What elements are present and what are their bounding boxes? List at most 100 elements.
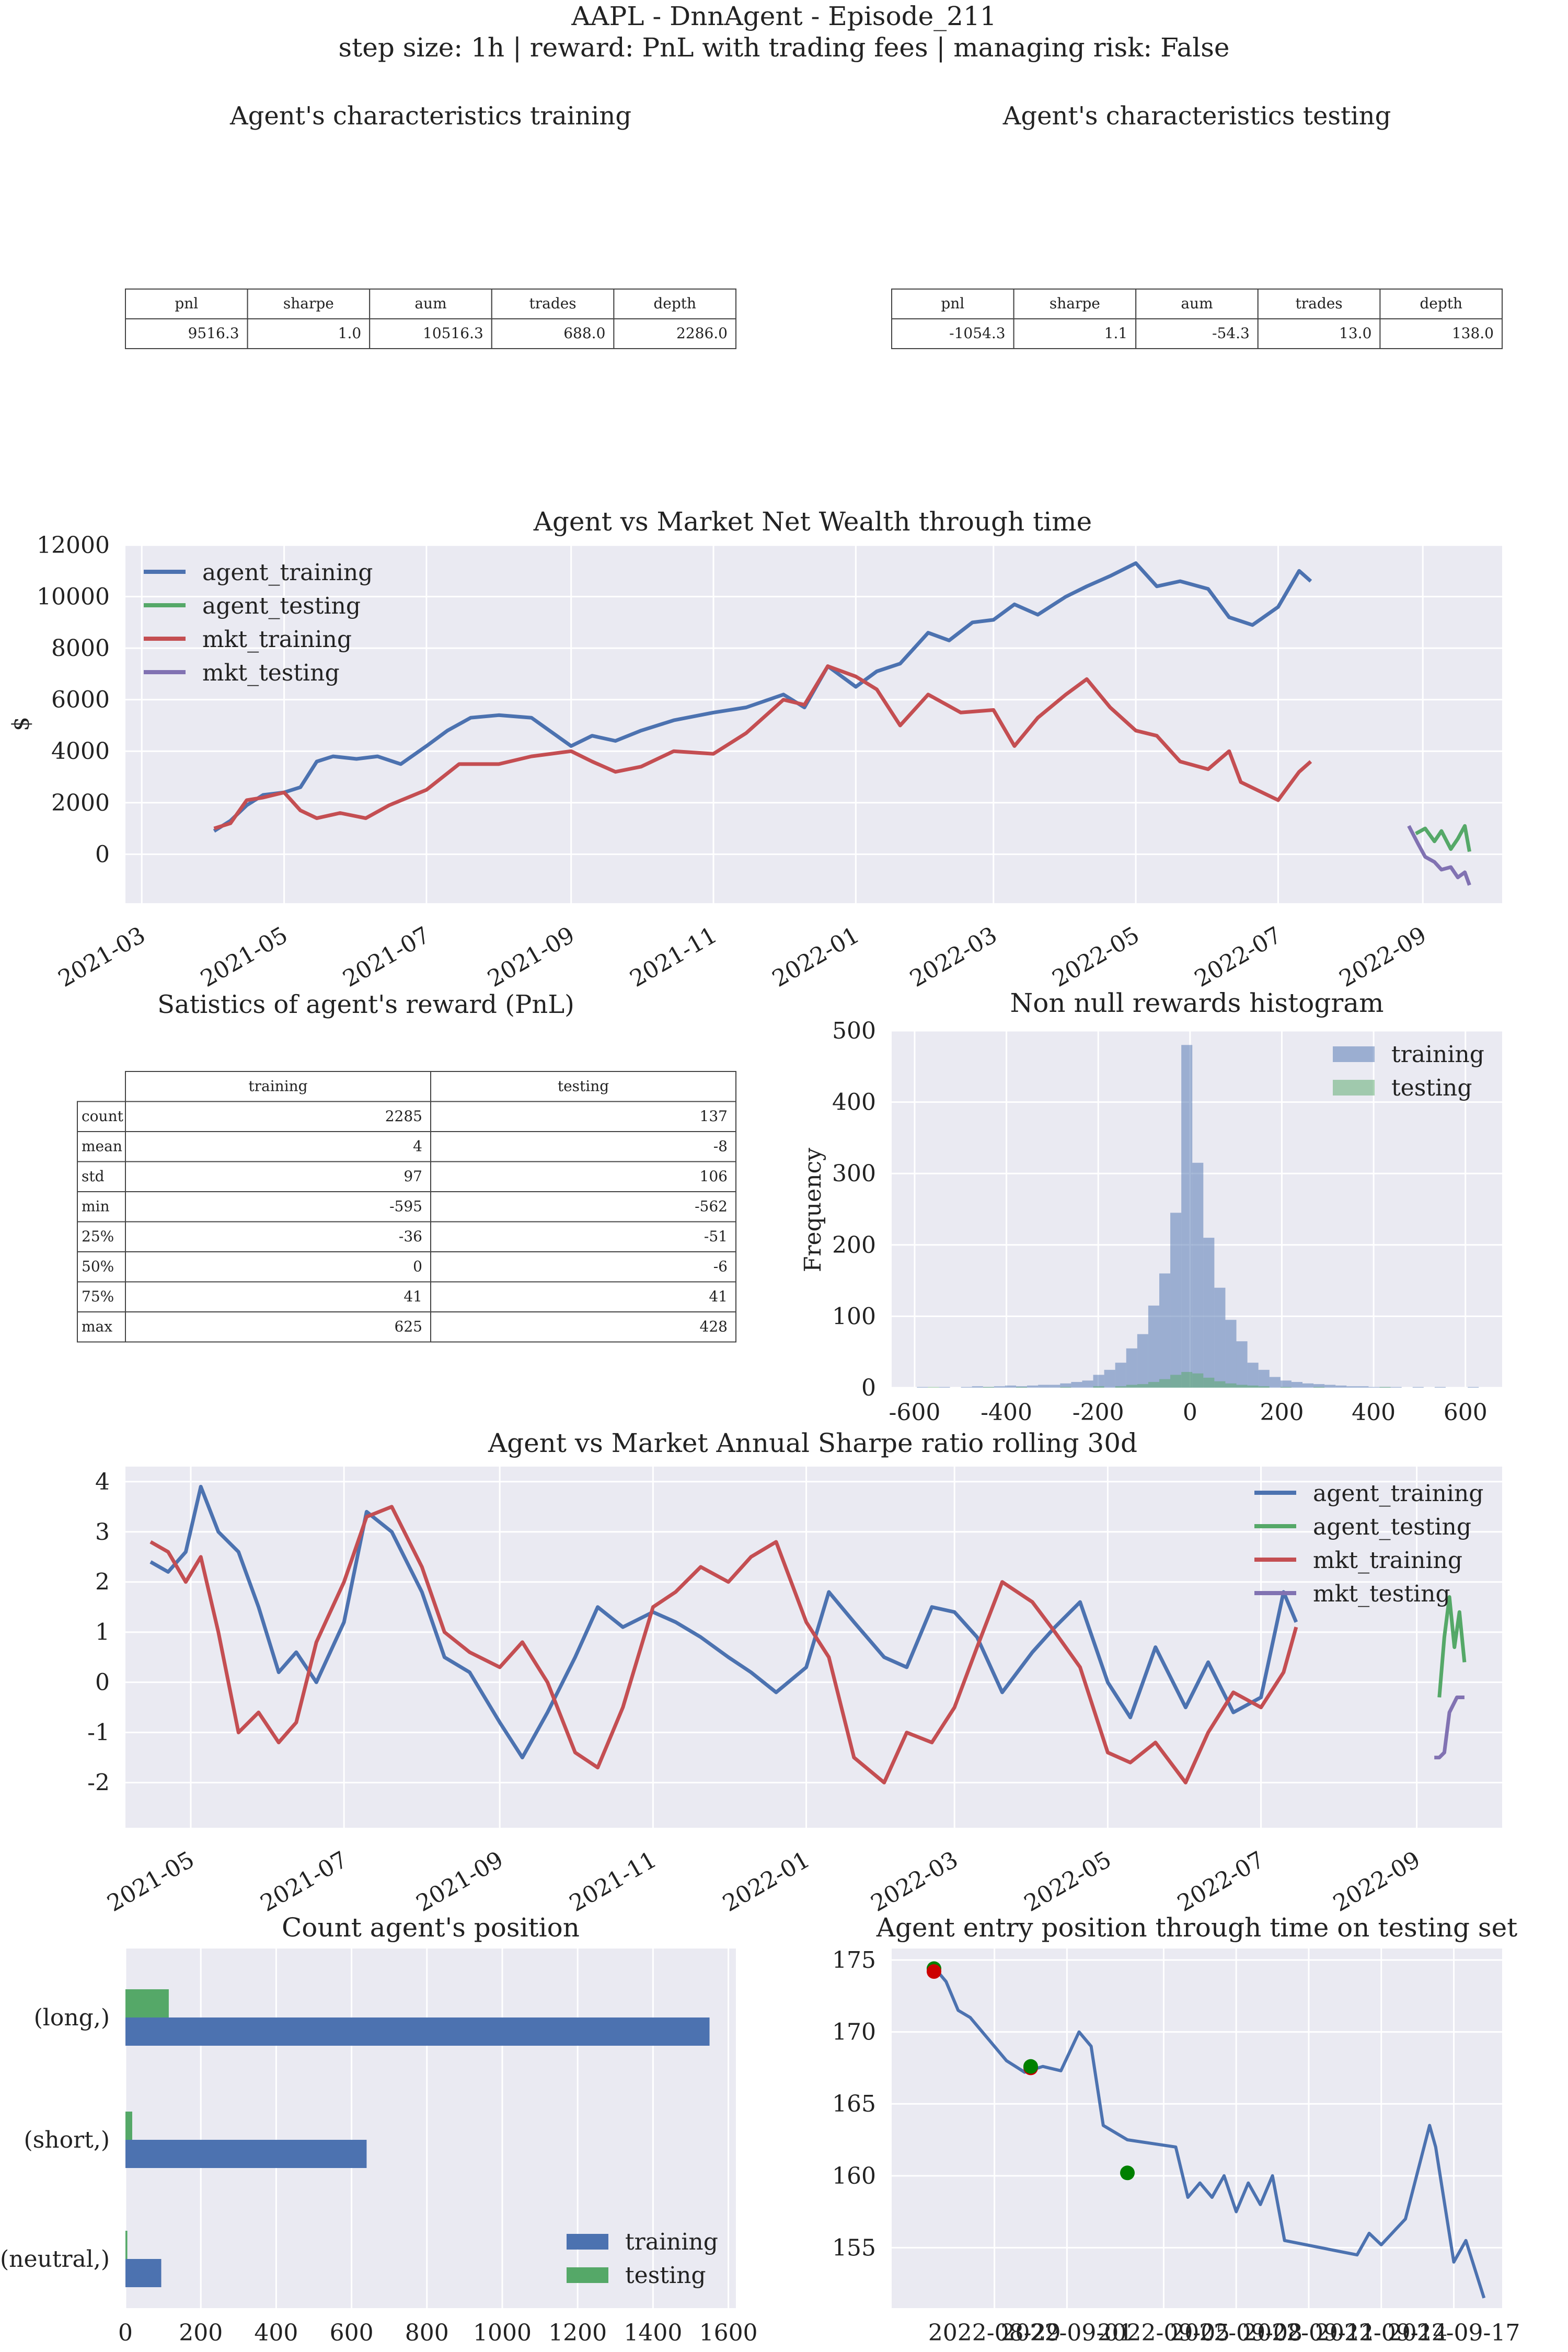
train_table-column-label: sharpe — [283, 295, 334, 312]
reward_stats-row-label-cell — [77, 1251, 126, 1283]
sharpe-ytick-label: 2 — [95, 1569, 110, 1596]
positions-plot-area — [125, 1949, 736, 2308]
hist-bar-testing — [1280, 1387, 1292, 1388]
reward_stats-cell — [430, 1251, 736, 1283]
train_table-cell-value: 1.0 — [338, 325, 362, 342]
reward_stats-cell — [430, 1191, 736, 1223]
positions-category-label: (long,) — [34, 2004, 110, 2031]
train_table-cell — [247, 318, 371, 349]
wealth-legend-label: mkt_testing — [202, 660, 340, 686]
hist-bar-training — [1148, 1305, 1159, 1388]
hist-bar-testing — [928, 1387, 939, 1388]
positions-title: Count agent's position — [282, 1912, 580, 1943]
wealth-xtick-label: 2022-07 — [1190, 921, 1286, 993]
entry-xtick-label: 2022-09-05 — [1098, 2320, 1230, 2346]
hist-bar-training — [1192, 1162, 1204, 1388]
test_table-cell — [1013, 318, 1137, 349]
reward_stats-cell-value: 97 — [403, 1168, 422, 1185]
hist-bar-training — [1159, 1273, 1171, 1388]
sharpe-legend-label: agent_testing — [1313, 1514, 1471, 1540]
entry-xtick-label: 2022-08-29 — [928, 2320, 1061, 2346]
test_table-column-label: pnl — [941, 295, 964, 312]
hist-ytick-label: 0 — [861, 1375, 876, 1401]
hist-title: Non null rewards histogram — [1010, 988, 1384, 1018]
hist-bar-testing — [1170, 1375, 1182, 1388]
reward_stats-cell-value: 41 — [709, 1288, 728, 1305]
hist-ytick-label: 400 — [832, 1089, 876, 1116]
positions-legend-swatch — [567, 2234, 608, 2250]
hist-bar-training — [1324, 1385, 1336, 1388]
hist-bar-testing — [1225, 1383, 1237, 1388]
reward_stats-cell — [125, 1311, 431, 1343]
positions-bar-training — [125, 2017, 710, 2046]
reward_stats-row-label: max — [82, 1318, 112, 1335]
test_table-cell-value: 1.1 — [1104, 325, 1128, 342]
reward_stats-cell-value: 41 — [403, 1288, 422, 1305]
sharpe-title: Agent vs Market Annual Sharpe ratio roll… — [488, 1428, 1137, 1458]
sharpe-ytick-label: -1 — [87, 1720, 110, 1746]
hist-ytick-label: 500 — [832, 1018, 876, 1044]
positions-xtick-label: 1600 — [699, 2320, 758, 2346]
reward_stats-cell-value: 4 — [413, 1137, 422, 1155]
positions-xtick-label: 0 — [118, 2320, 133, 2346]
train_table-cell — [613, 318, 737, 349]
sharpe-xtick-label: 2021-09 — [412, 1846, 508, 1917]
test_table-cell — [1257, 318, 1381, 349]
hist-bar-training — [1236, 1341, 1248, 1388]
hist-bar-training — [1093, 1375, 1104, 1388]
reward_stats-header-cell — [125, 1071, 431, 1102]
hist-bar-training — [1346, 1386, 1358, 1388]
hist-bar-testing — [1093, 1386, 1104, 1388]
entry-marker — [1120, 2165, 1135, 2181]
positions-category-label: (neutral,) — [0, 2246, 110, 2273]
test_table-cell-value: -1054.3 — [949, 325, 1005, 342]
sharpe-xtick-label: 2022-03 — [867, 1846, 963, 1917]
reward_stats-cell-value: 2285 — [385, 1108, 422, 1125]
reward_stats-row-label: min — [82, 1197, 110, 1215]
hist-bar-training — [1071, 1382, 1082, 1388]
reward_stats-cell — [430, 1161, 736, 1192]
hist-bar-training — [1137, 1334, 1148, 1388]
positions-xtick-label: 600 — [330, 2320, 374, 2346]
hist-bar-testing — [1016, 1387, 1028, 1388]
wealth-ytick-label: 0 — [95, 841, 110, 868]
reward_stats-cell — [430, 1131, 736, 1162]
reward_stats-row-label: 75% — [82, 1288, 114, 1305]
hist-bar-training — [1126, 1348, 1137, 1388]
entry-plot-area — [892, 1949, 1502, 2308]
train_table-column-label: pnl — [175, 295, 198, 312]
figure-title: AAPL - DnnAgent - Episode_211 — [571, 1, 996, 31]
reward_stats-cell — [125, 1131, 431, 1162]
reward_stats-row-label-cell — [77, 1101, 126, 1132]
reward_stats-cell — [430, 1281, 736, 1312]
train_table-column-label: aum — [414, 295, 446, 312]
wealth-series-mkt_testing — [1407, 825, 1471, 886]
test_table-column-label: depth — [1420, 295, 1462, 312]
reward_stats-title: Satistics of agent's reward (PnL) — [157, 990, 574, 1019]
reward_stats-cell-value: -6 — [713, 1258, 728, 1275]
sharpe-ytick-label: 0 — [95, 1669, 110, 1696]
sharpe-legend-label: agent_training — [1313, 1480, 1483, 1507]
sharpe-ytick-label: 1 — [95, 1619, 110, 1646]
entry-xtick-label: 2022-09-17 — [1388, 2320, 1520, 2346]
test_table-column-label: sharpe — [1050, 295, 1100, 312]
hist-xtick-label: -600 — [889, 1399, 940, 1426]
train_table-cell-value: 10516.3 — [423, 325, 483, 342]
hist-bar-training — [1214, 1287, 1226, 1388]
reward_stats-cell-value: -8 — [713, 1137, 728, 1155]
hist-xtick-label: 200 — [1260, 1399, 1304, 1426]
train_table-cell — [125, 318, 248, 349]
hist-bar-testing — [1258, 1386, 1270, 1388]
hist-bar-testing — [1236, 1385, 1248, 1388]
hist-xtick-label: 600 — [1444, 1399, 1488, 1426]
hist-bar-testing — [1313, 1387, 1325, 1388]
train_table-header-cell — [369, 289, 492, 319]
entry-xtick-label: 2022-09-11 — [1242, 2320, 1375, 2346]
hist-bar-testing — [1159, 1379, 1171, 1388]
positions-xtick-label: 200 — [179, 2320, 223, 2346]
hist-bar-testing — [1203, 1377, 1215, 1388]
reward_stats-row-label: count — [82, 1108, 124, 1125]
hist-legend-label: training — [1391, 1041, 1484, 1068]
wealth-ytick-label: 8000 — [51, 635, 110, 662]
hist-bar-training — [1060, 1383, 1071, 1388]
